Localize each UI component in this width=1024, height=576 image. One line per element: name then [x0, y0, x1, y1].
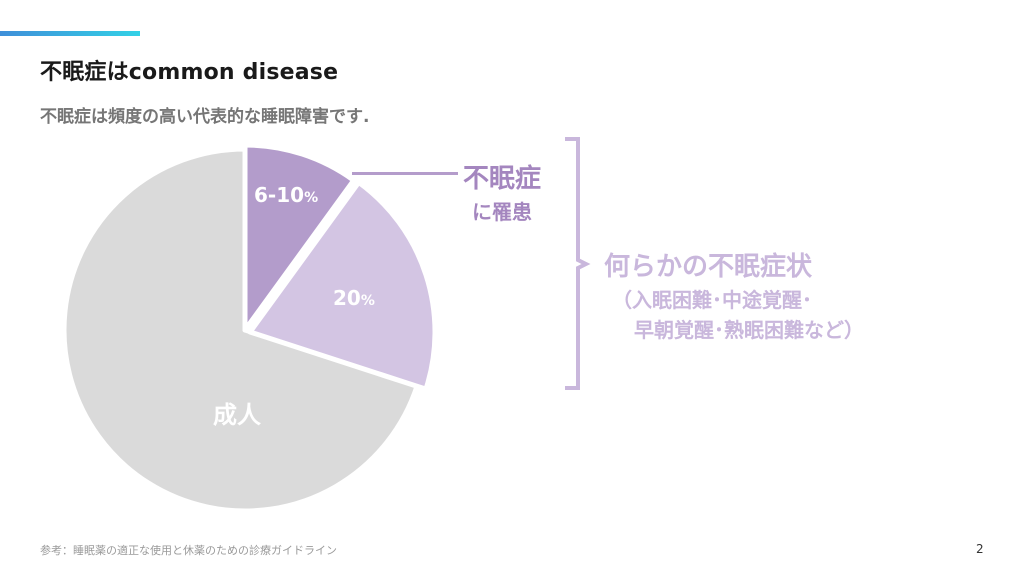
pie-segment-insomnia	[242, 142, 357, 333]
slide-subtitle: 不眠症は頻度の高い代表的な睡眠障害です.	[40, 107, 370, 127]
callout-connector-line	[352, 172, 458, 175]
symptoms-detail-line1: （入眠困難･中途覚醒･	[612, 288, 812, 312]
bracket-shape	[565, 137, 591, 390]
callout-insomnia-subtitle: に罹患	[472, 200, 532, 224]
pie-label-adult: 成人	[213, 401, 261, 429]
symptoms-detail-line2: 早朝覚醒･熟眠困難など）	[634, 318, 864, 342]
pie-segment-symptoms	[247, 179, 438, 392]
pie-label-symptoms: 20%	[333, 286, 375, 310]
pie-segment-adult	[61, 146, 420, 514]
page-number: 2	[976, 542, 984, 556]
symptoms-title: 何らかの不眠症状	[604, 252, 813, 282]
slide-title: 不眠症はcommon disease	[40, 60, 339, 85]
accent-bar	[0, 31, 140, 36]
callout-insomnia-title: 不眠症	[463, 164, 542, 194]
source-footnote: 参考：睡眠薬の適正な使用と休薬のための診療ガイドライン	[40, 544, 337, 557]
pie-label-insomnia: 6-10%	[254, 183, 319, 207]
